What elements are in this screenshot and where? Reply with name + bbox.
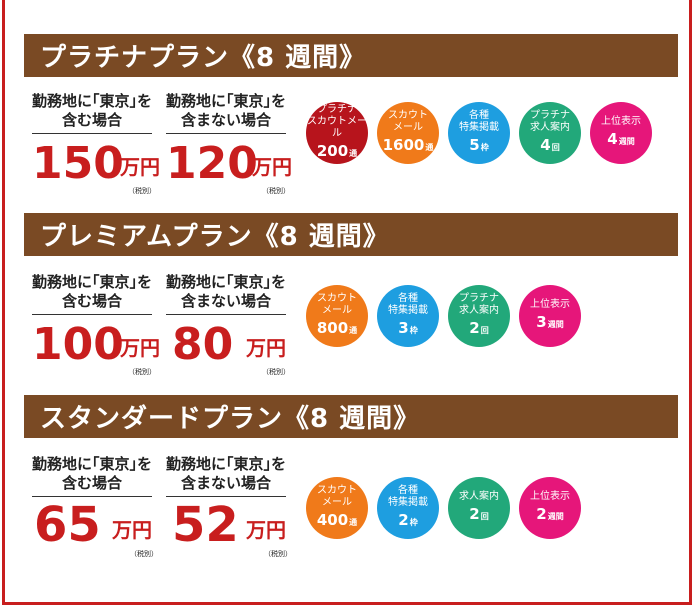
tax-note: （税別）: [262, 187, 290, 195]
badge-scout-mail: スカウト メール 1600通: [377, 102, 439, 164]
badge-label: 各種 特集掲載: [459, 109, 499, 133]
page-frame: [2, 0, 692, 605]
badge-top-display: 上位表示 2週間: [519, 477, 581, 539]
non-tokyo-column: 勤務地に｢東京｣を 含まない場合 52 万円 （税別）: [166, 455, 292, 558]
badge-unit: 週間: [547, 511, 564, 521]
badge-label: スカウト メール: [388, 109, 428, 133]
badge-feature-listing: 各種 特集掲載 2枠: [377, 477, 439, 539]
tax-note: （税別）: [128, 368, 156, 376]
plan-platinum: プラチナプラン《8 週間》 勤務地に｢東京｣を 含む場合 150 万円 （税別）…: [24, 34, 680, 204]
badge-unit: 回: [551, 142, 560, 152]
badge-unit: 通: [425, 142, 434, 152]
price-unit: 万円: [120, 155, 160, 179]
badge-label: プラチナ スカウトメール: [307, 103, 367, 139]
badge-unit: 通: [349, 517, 358, 527]
badge-number: 4: [540, 135, 551, 154]
non-tokyo-price: 120 万円 （税別）: [166, 138, 301, 196]
badge-top-display: 上位表示 3週間: [519, 285, 581, 347]
badge-number: 400: [316, 510, 349, 529]
badge-label: プラチナ 求人案内: [459, 292, 499, 316]
badge-unit: 回: [480, 511, 489, 521]
badge-feature-listing: 各種 特集掲載 3枠: [377, 285, 439, 347]
badge-number: 2: [469, 504, 480, 523]
badge-unit: 枠: [409, 325, 418, 335]
badge-label: 各種 特集掲載: [388, 484, 428, 508]
badge-unit: 週間: [618, 136, 635, 146]
tokyo-column: 勤務地に｢東京｣を 含む場合 150 万円 （税別）: [32, 92, 160, 195]
badge-unit: 週間: [547, 319, 564, 329]
non-tokyo-price: 52 万円 （税別）: [166, 497, 301, 558]
plan-header: プレミアムプラン《8 週間》: [24, 213, 678, 256]
plan-premium: プレミアムプラン《8 週間》 勤務地に｢東京｣を 含む場合 100 万円 （税別…: [24, 213, 680, 383]
non-tokyo-condition-label: 勤務地に｢東京｣を 含まない場合: [166, 92, 286, 134]
price-unit: 万円: [246, 336, 286, 360]
badge-scout-mail: スカウト メール 800通: [306, 285, 368, 347]
tokyo-price: 150 万円 （税別）: [32, 138, 167, 196]
tokyo-condition-label: 勤務地に｢東京｣を 含む場合: [32, 273, 152, 315]
plan-header: プラチナプラン《8 週間》: [24, 34, 678, 77]
badge-number: 3: [398, 318, 409, 337]
price-number: 100: [32, 319, 124, 370]
price-number: 65: [34, 497, 101, 553]
badge-number: 800: [316, 318, 349, 337]
badge-label: 求人案内: [459, 490, 499, 502]
badge-label: 上位表示: [601, 115, 641, 127]
badge-platinum-job-guide: プラチナ 求人案内 2回: [448, 285, 510, 347]
price-number: 52: [172, 497, 239, 553]
badge-number: 1600: [382, 135, 425, 154]
badge-number: 2: [398, 510, 409, 529]
badge-number: 2: [536, 504, 547, 523]
tax-note: （税別）: [262, 368, 290, 376]
badge-label: 上位表示: [530, 298, 570, 310]
non-tokyo-column: 勤務地に｢東京｣を 含まない場合 80 万円 （税別）: [166, 273, 290, 376]
tokyo-price: 65 万円 （税別）: [32, 497, 167, 558]
badge-platinum-job-guide: プラチナ 求人案内 4回: [519, 102, 581, 164]
badge-label: プラチナ 求人案内: [530, 109, 570, 133]
badge-label: 各種 特集掲載: [388, 292, 428, 316]
badge-platinum-scout-mail: プラチナ スカウトメール 200通: [306, 102, 368, 164]
tokyo-condition-label: 勤務地に｢東京｣を 含む場合: [32, 92, 152, 134]
price-unit: 万円: [112, 518, 152, 542]
badge-label: スカウト メール: [317, 292, 357, 316]
badge-number: 5: [469, 135, 480, 154]
price-unit: 万円: [120, 336, 160, 360]
price-number: 150: [32, 138, 124, 189]
plan-title: プレミアムプラン《8 週間》: [40, 222, 390, 252]
badge-unit: 回: [480, 325, 489, 335]
badge-job-guide: 求人案内 2回: [448, 477, 510, 539]
tax-note: （税別）: [264, 550, 292, 558]
badge-top-display: 上位表示 4週間: [590, 102, 652, 164]
non-tokyo-condition-label: 勤務地に｢東京｣を 含まない場合: [166, 273, 286, 315]
tokyo-column: 勤務地に｢東京｣を 含む場合 65 万円 （税別）: [32, 455, 158, 558]
badge-number: 2: [469, 318, 480, 337]
badge-scout-mail: スカウト メール 400通: [306, 477, 368, 539]
badge-label: スカウト メール: [317, 484, 357, 508]
plan-standard: スタンダードプラン《8 週間》 勤務地に｢東京｣を 含む場合 65 万円 （税別…: [24, 395, 680, 575]
badge-unit: 通: [349, 148, 358, 158]
price-unit: 万円: [252, 155, 292, 179]
price-unit: 万円: [246, 518, 286, 542]
badge-number: 3: [536, 312, 547, 331]
price-number: 120: [166, 138, 258, 189]
badge-feature-listing: 各種 特集掲載 5枠: [448, 102, 510, 164]
plan-title: スタンダードプラン《8 週間》: [40, 404, 421, 434]
non-tokyo-column: 勤務地に｢東京｣を 含まない場合 120 万円 （税別）: [166, 92, 292, 195]
tax-note: （税別）: [130, 550, 158, 558]
badge-number: 4: [607, 129, 618, 148]
tokyo-column: 勤務地に｢東京｣を 含む場合 100 万円 （税別）: [32, 273, 160, 376]
non-tokyo-condition-label: 勤務地に｢東京｣を 含まない場合: [166, 455, 286, 497]
tokyo-condition-label: 勤務地に｢東京｣を 含む場合: [32, 455, 152, 497]
badge-number: 200: [316, 141, 349, 160]
badge-unit: 枠: [480, 142, 489, 152]
price-number: 80: [172, 319, 234, 370]
badge-unit: 通: [349, 325, 358, 335]
non-tokyo-price: 80 万円 （税別）: [166, 319, 301, 377]
badge-label: 上位表示: [530, 490, 570, 502]
plan-title: プラチナプラン《8 週間》: [40, 43, 367, 73]
plan-header: スタンダードプラン《8 週間》: [24, 395, 678, 438]
badge-unit: 枠: [409, 517, 418, 527]
tokyo-price: 100 万円 （税別）: [32, 319, 167, 377]
tax-note: （税別）: [128, 187, 156, 195]
